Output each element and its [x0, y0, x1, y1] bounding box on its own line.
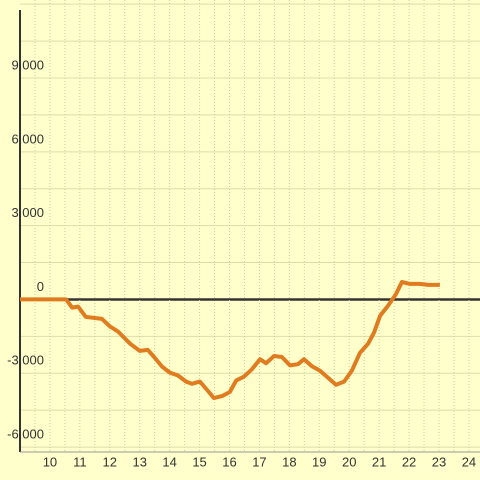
- x-tick-label: 12: [103, 454, 117, 469]
- y-tick-label: -3,000: [7, 353, 44, 368]
- x-tick-label: 19: [312, 454, 326, 469]
- y-tick-label: 6,000: [11, 131, 44, 146]
- x-tick-label: 20: [342, 454, 356, 469]
- x-tick-label: 14: [162, 454, 176, 469]
- y-tick-label: 9,000: [11, 57, 44, 72]
- line-series: [20, 280, 440, 401]
- x-tick-label: 13: [132, 454, 146, 469]
- x-tick-label: 11: [73, 454, 87, 469]
- x-tick-label: 17: [252, 454, 266, 469]
- x-tick-label: 16: [222, 454, 236, 469]
- x-tick-label: 22: [402, 454, 416, 469]
- y-tick-label: -6,000: [7, 427, 44, 442]
- y-tick-label: 0: [37, 279, 44, 294]
- x-tick-label: 10: [43, 454, 57, 469]
- x-tick-label: 21: [372, 454, 386, 469]
- y-tick-label: 3,000: [11, 205, 44, 220]
- x-tick-label: 15: [192, 454, 206, 469]
- x-tick-label: 24: [462, 454, 476, 469]
- x-tick-label: 23: [432, 454, 446, 469]
- x-tick-label: 18: [282, 454, 296, 469]
